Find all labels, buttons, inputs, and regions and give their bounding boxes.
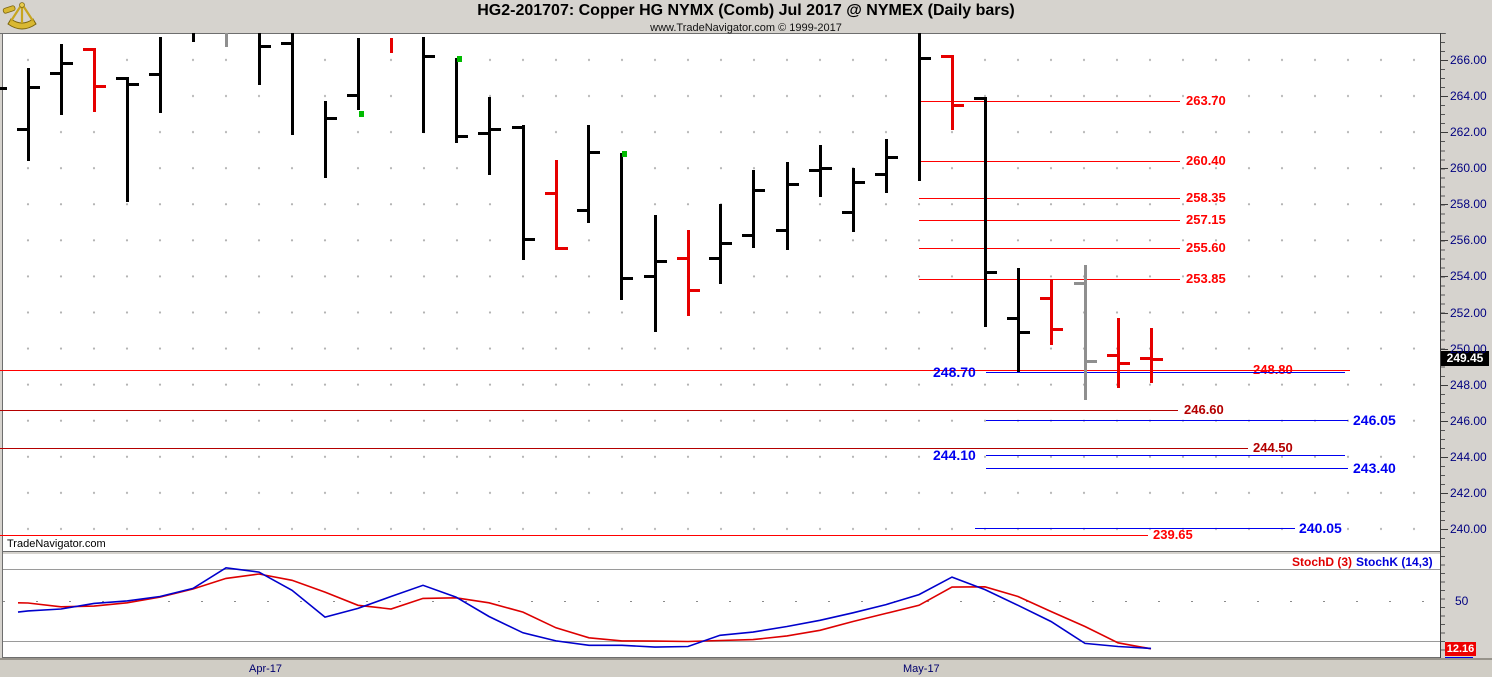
price-axis-major-tick [1440,384,1448,386]
stoch-50-gridline [3,601,1440,602]
stoch-upper-gridline [3,569,1440,570]
date-label-apr: Apr-17 [249,663,283,675]
price-axis-label: 260.00 [1450,161,1487,176]
stoch-axis-minor-ticks [1441,556,1445,658]
date-axis[interactable]: Apr-17 May-17 [0,658,1492,677]
price-axis-major-tick [1440,132,1448,134]
chart-copyright: www.TradeNavigator.com © 1999-2017 [650,22,842,34]
price-axis-major-tick [1440,60,1448,61]
price-axis-label: 258.00 [1450,197,1487,212]
date-label-may: May-17 [903,663,940,675]
price-axis-label: 264.00 [1450,89,1487,104]
price-axis-major-tick [1440,96,1448,98]
chart-title: HG2-201707: Copper HG NYMX (Comb) Jul 20… [477,2,1015,19]
price-axis-major-tick [1440,348,1448,350]
watermark: TradeNavigator.com [7,538,106,550]
tradenavigator-logo [2,2,37,30]
pane-border-bottom [2,657,1440,658]
price-axis-label: 262.00 [1450,125,1487,140]
price-axis-major-tick [1440,420,1448,422]
price-axis-major-tick [1440,168,1448,170]
price-axis-major-tick [1440,492,1448,494]
stoch-50-axis-label: 50 [1455,594,1469,608]
price-axis-label: 240.00 [1450,522,1487,536]
price-axis-major-tick [1440,312,1448,314]
price-axis-label: 252.00 [1450,305,1487,320]
price-axis-major-tick [1440,240,1448,242]
price-axis-label: 244.00 [1450,449,1487,464]
price-axis-label: 248.00 [1450,377,1487,392]
price-axis-label: 250.00 [1450,341,1487,356]
price-axis-major-tick [1440,276,1448,278]
pane-border-left [2,33,3,658]
pane-divider [2,551,1440,552]
stochd-legend-label[interactable]: StochD (3) [1292,555,1352,569]
price-axis-major-tick [1440,456,1448,458]
price-axis-major-tick [1440,204,1448,206]
last-price-badge: 249.45 [1441,351,1489,366]
stoch-last-value-badge: 12.16 [1445,642,1476,656]
price-axis-label: 242.00 [1450,485,1487,500]
stochk-legend-label[interactable]: StochK (14,3) [1356,555,1433,569]
price-axis-major-tick [1440,529,1448,530]
price-axis-label: 246.00 [1450,413,1487,428]
price-chart-pane[interactable] [3,33,1440,551]
stoch-lower-gridline [3,641,1440,642]
price-axis-label: 266.00 [1450,53,1487,67]
pane-border-top [0,33,1446,34]
price-axis-minor-ticks [1441,33,1445,552]
price-axis-line [1440,33,1441,658]
price-axis-label: 256.00 [1450,233,1487,248]
price-axis-label: 254.00 [1450,269,1487,284]
